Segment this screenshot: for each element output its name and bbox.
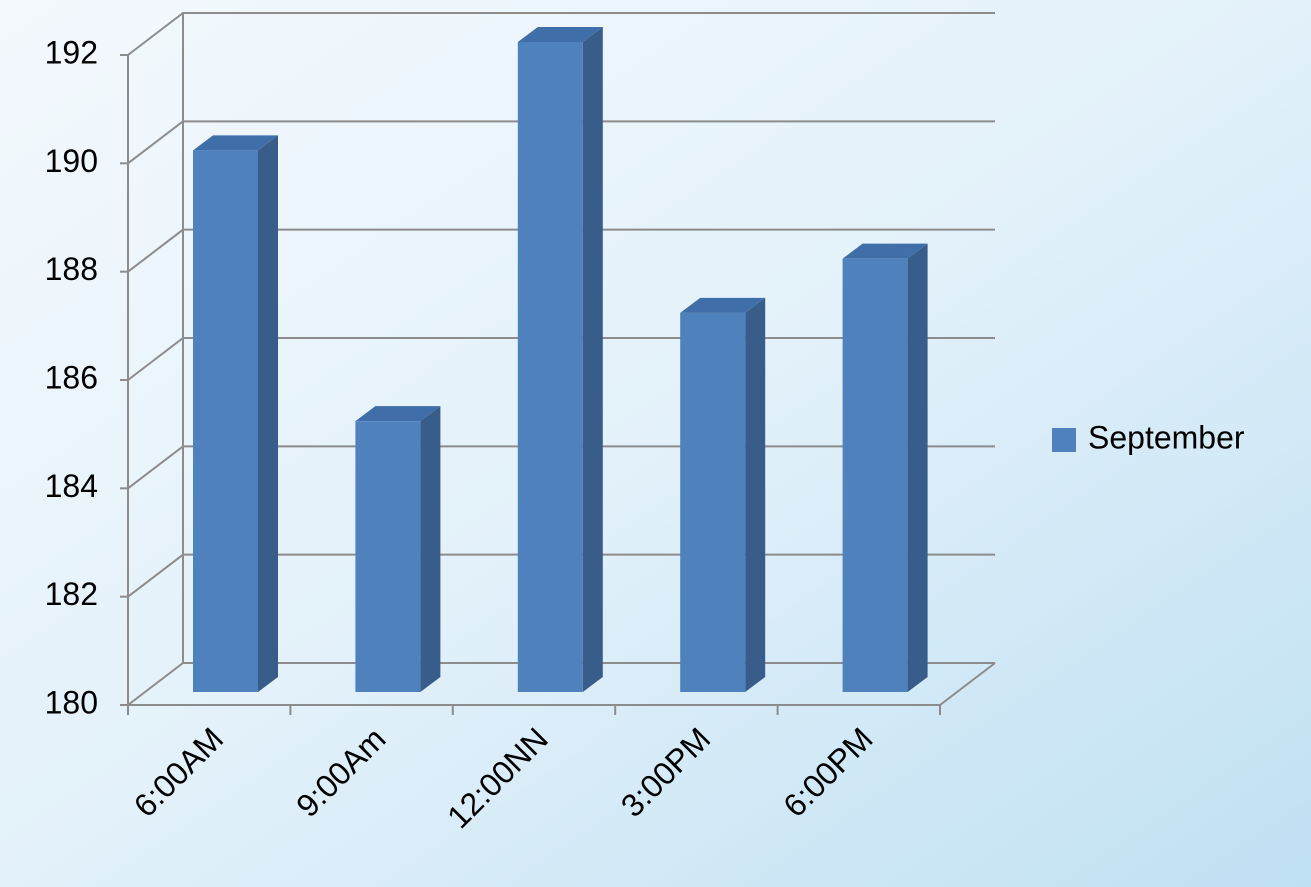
bar-side: [745, 297, 766, 692]
y-tick-label: 192: [45, 34, 98, 70]
bar-top: [680, 297, 766, 313]
legend-label: September: [1088, 419, 1245, 455]
y-tick-label: 186: [45, 359, 98, 395]
bar-side: [582, 27, 603, 692]
floor-edge: [939, 662, 996, 706]
y-tick-label: 182: [45, 576, 98, 612]
grid-line: [127, 12, 995, 56]
bar-top: [355, 406, 441, 422]
bar-top: [517, 27, 603, 42]
y-tick-label: 190: [45, 143, 98, 179]
bar-side: [420, 406, 441, 692]
grid-line: [127, 228, 995, 273]
y-tick-label: 188: [45, 251, 98, 287]
bar: [355, 421, 421, 692]
legend-swatch: [1052, 428, 1076, 452]
y-tick-label: 180: [45, 684, 98, 720]
bar: [842, 258, 908, 692]
bar: [193, 150, 258, 693]
bar-side: [907, 243, 928, 692]
bar: [680, 312, 746, 692]
bar-top: [842, 243, 928, 259]
bar-side: [258, 135, 278, 693]
bar: [517, 42, 583, 692]
bar-top: [193, 135, 278, 151]
y-tick-label: 184: [45, 468, 98, 504]
grid-line: [127, 120, 995, 165]
